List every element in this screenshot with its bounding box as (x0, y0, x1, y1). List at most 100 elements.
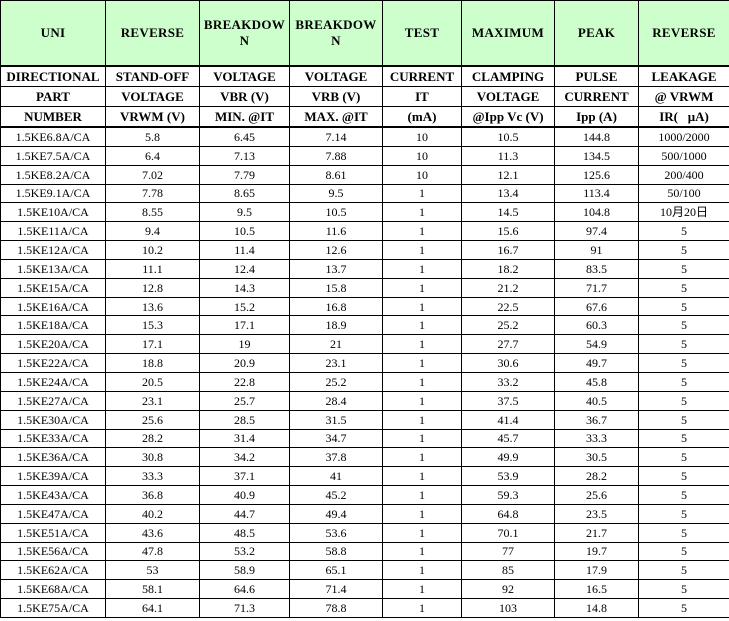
table-header: UNI REVERSE BREAKDOW N BREAKDOW N TEST M… (0, 0, 729, 128)
cell-reverse-leakage: 5 (638, 334, 729, 355)
cell-vrb-max: 16.8 (289, 296, 383, 317)
cell-vrwm: 47.8 (105, 541, 200, 562)
cell-vrb-max: 15.8 (289, 277, 383, 298)
cell-reverse-leakage: 500/1000 (638, 145, 729, 166)
cell-reverse-leakage: 5 (638, 598, 729, 618)
cell-part-number: 1.5KE27A/CA (0, 390, 106, 411)
cell-vrb-max: 11.6 (289, 221, 383, 242)
header-sub-row-1: DIRECTIONAL STAND-OFF VOLTAGE VOLTAGE CU… (0, 65, 729, 87)
cell-vrwm: 12.8 (105, 277, 200, 298)
cell-part-number: 1.5KE18A/CA (0, 315, 106, 336)
cell-vbr-min: 44.7 (199, 503, 290, 524)
cell-vrb-max: 21 (289, 334, 383, 355)
cell-peak-pulse-current: 21.7 (554, 522, 639, 543)
cell-test-current: 1 (382, 541, 462, 562)
cell-reverse-leakage: 5 (638, 409, 729, 430)
cell-part-number: 1.5KE13A/CA (0, 258, 106, 279)
cell-reverse-leakage: 5 (638, 503, 729, 524)
table-row: 1.5KE24A/CA 20.5 22.8 25.2 1 33.2 45.8 5 (0, 371, 729, 392)
header-reverse-leakage: REVERSE (638, 0, 729, 67)
header-vrwm-v: VRWM (V) (105, 106, 200, 128)
cell-peak-pulse-current: 28.2 (554, 466, 639, 487)
cell-clamping-voltage: 53.9 (461, 466, 555, 487)
cell-peak-pulse-current: 83.5 (554, 258, 639, 279)
cell-vrb-max: 65.1 (289, 560, 383, 581)
cell-vrwm: 15.3 (105, 315, 200, 336)
cell-clamping-voltage: 41.4 (461, 409, 555, 430)
cell-reverse-leakage: 50/100 (638, 183, 729, 204)
cell-reverse-leakage: 5 (638, 522, 729, 543)
cell-vbr-min: 10.5 (199, 221, 290, 242)
cell-clamping-voltage: 33.2 (461, 371, 555, 392)
cell-test-current: 1 (382, 466, 462, 487)
cell-peak-pulse-current: 23.5 (554, 503, 639, 524)
cell-peak-pulse-current: 71.7 (554, 277, 639, 298)
cell-part-number: 1.5KE11A/CA (0, 221, 106, 242)
cell-test-current: 1 (382, 485, 462, 505)
cell-peak-pulse-current: 104.8 (554, 202, 639, 223)
cell-reverse-leakage: 5 (638, 221, 729, 242)
cell-clamping-voltage: 14.5 (461, 202, 555, 223)
cell-vrwm: 43.6 (105, 522, 200, 543)
header-ipp-vc: @Ipp Vc (V) (461, 106, 555, 128)
cell-peak-pulse-current: 25.6 (554, 485, 639, 505)
cell-test-current: 1 (382, 258, 462, 279)
cell-vrb-max: 9.5 (289, 183, 383, 204)
header-group-row: UNI REVERSE BREAKDOW N BREAKDOW N TEST M… (0, 0, 729, 67)
cell-test-current: 1 (382, 428, 462, 449)
cell-part-number: 1.5KE68A/CA (0, 579, 106, 600)
header-voltage-clamping: VOLTAGE (461, 86, 555, 107)
cell-peak-pulse-current: 125.6 (554, 164, 639, 185)
cell-clamping-voltage: 37.5 (461, 390, 555, 411)
table-row: 1.5KE36A/CA 30.8 34.2 37.8 1 49.9 30.5 5 (0, 447, 729, 468)
cell-reverse-leakage: 5 (638, 560, 729, 581)
table-row: 1.5KE43A/CA 36.8 40.9 45.2 1 59.3 25.6 5 (0, 485, 729, 505)
cell-vrwm: 11.1 (105, 258, 200, 279)
cell-vrb-max: 78.8 (289, 598, 383, 618)
cell-vbr-min: 58.9 (199, 560, 290, 581)
cell-peak-pulse-current: 40.5 (554, 390, 639, 411)
cell-vrb-max: 18.9 (289, 315, 383, 336)
table-body: 1.5KE6.8A/CA 5.8 6.45 7.14 10 10.5 144.8… (0, 126, 729, 618)
cell-peak-pulse-current: 16.5 (554, 579, 639, 600)
cell-clamping-voltage: 25.2 (461, 315, 555, 336)
cell-part-number: 1.5KE75A/CA (0, 598, 106, 618)
cell-part-number: 1.5KE16A/CA (0, 296, 106, 317)
cell-vrwm: 17.1 (105, 334, 200, 355)
cell-vbr-min: 53.2 (199, 541, 290, 562)
cell-peak-pulse-current: 30.5 (554, 447, 639, 468)
cell-clamping-voltage: 77 (461, 541, 555, 562)
table-row: 1.5KE11A/CA 9.4 10.5 11.6 1 15.6 97.4 5 (0, 221, 729, 242)
cell-vbr-min: 37.1 (199, 466, 290, 487)
cell-vrb-max: 28.4 (289, 390, 383, 411)
cell-vrwm: 36.8 (105, 485, 200, 505)
cell-part-number: 1.5KE6.8A/CA (0, 126, 106, 147)
cell-part-number: 1.5KE30A/CA (0, 409, 106, 430)
cell-clamping-voltage: 30.6 (461, 353, 555, 373)
header-min-at-it: MIN. @IT (199, 106, 290, 128)
cell-clamping-voltage: 27.7 (461, 334, 555, 355)
cell-clamping-voltage: 16.7 (461, 240, 555, 260)
cell-test-current: 1 (382, 334, 462, 355)
cell-peak-pulse-current: 91 (554, 240, 639, 260)
cell-part-number: 1.5KE15A/CA (0, 277, 106, 298)
cell-vbr-min: 71.3 (199, 598, 290, 618)
cell-part-number: 1.5KE51A/CA (0, 522, 106, 543)
cell-test-current: 1 (382, 503, 462, 524)
cell-vbr-min: 34.2 (199, 447, 290, 468)
cell-reverse-leakage: 5 (638, 390, 729, 411)
table-row: 1.5KE8.2A/CA 7.02 7.79 8.61 10 12.1 125.… (0, 164, 729, 185)
cell-vrwm: 30.8 (105, 447, 200, 468)
header-at-vrwm: @ VRWM (638, 86, 729, 107)
cell-vbr-min: 14.3 (199, 277, 290, 298)
cell-part-number: 1.5KE12A/CA (0, 240, 106, 260)
header-reverse: REVERSE (105, 0, 200, 67)
cell-vrwm: 9.4 (105, 221, 200, 242)
cell-vrb-max: 41 (289, 466, 383, 487)
cell-reverse-leakage: 5 (638, 277, 729, 298)
cell-test-current: 1 (382, 183, 462, 204)
table-row: 1.5KE20A/CA 17.1 19 21 1 27.7 54.9 5 (0, 334, 729, 355)
cell-vrb-max: 8.61 (289, 164, 383, 185)
cell-clamping-voltage: 11.3 (461, 145, 555, 166)
